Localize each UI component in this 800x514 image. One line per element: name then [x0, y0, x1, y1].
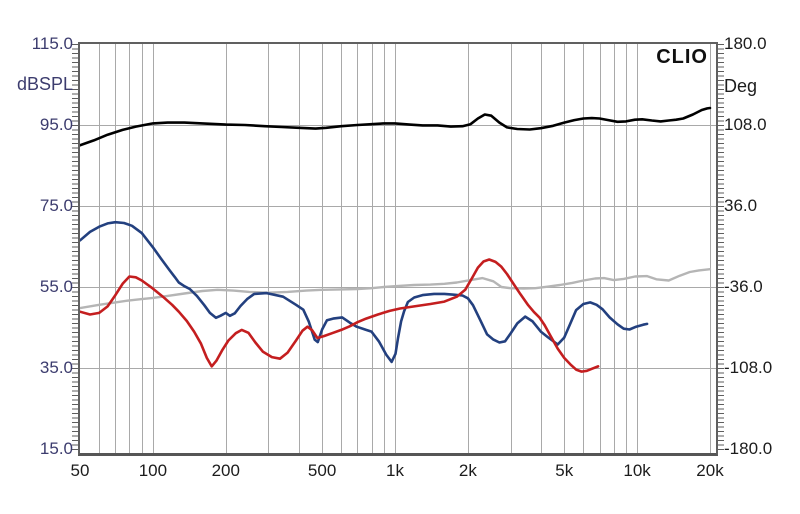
frequency-tick-label: 100: [138, 461, 168, 480]
gray-curve: [80, 267, 712, 310]
left-axis-tick-label: 95.0: [39, 115, 73, 134]
frequency-tick-label: 5k: [555, 461, 574, 480]
right-axis-unit-label: Deg: [724, 76, 758, 96]
left-axis-tick-label: 75.0: [39, 196, 73, 215]
left-axis-tick-label: 55.0: [39, 277, 73, 296]
blue-curve: [80, 220, 649, 364]
frequency-tick-label: 1k: [386, 461, 404, 480]
right-axis-tick-label: 36.0: [724, 196, 758, 215]
frequency-tick-label: 50: [70, 461, 90, 480]
plot-area: CLIO: [78, 42, 718, 456]
left-axis-unit-label: dBSPL: [16, 74, 73, 94]
red-curve: [80, 258, 600, 373]
right-axis-tick-label: 180.0: [724, 34, 767, 53]
left-axis-tick-label: 115.0: [31, 34, 73, 53]
frequency-tick-label: 200: [211, 461, 240, 480]
right-axis-tick-label: -36.0: [724, 277, 763, 296]
frequency-tick-label: 2k: [458, 461, 477, 480]
frequency-tick-label: 10k: [623, 461, 651, 480]
frequency-tick-label: 500: [307, 461, 337, 480]
right-axis-minor-ticks: [718, 44, 724, 450]
left-axis-minor-ticks: [72, 44, 78, 450]
left-axis-tick-label: 35.0: [39, 358, 73, 377]
right-axis-tick-label: 108.0: [724, 115, 767, 134]
right-axis-tick-label: -180.0: [724, 439, 773, 458]
clio-branding-label: CLIO: [656, 46, 708, 68]
black-response-curve: [80, 106, 712, 147]
right-axis-tick-label: -108.0: [724, 358, 773, 377]
left-axis-tick-label: 15.0: [39, 439, 73, 458]
frequency-tick-label: 20k: [696, 461, 724, 480]
chart-canvas: [80, 44, 716, 453]
